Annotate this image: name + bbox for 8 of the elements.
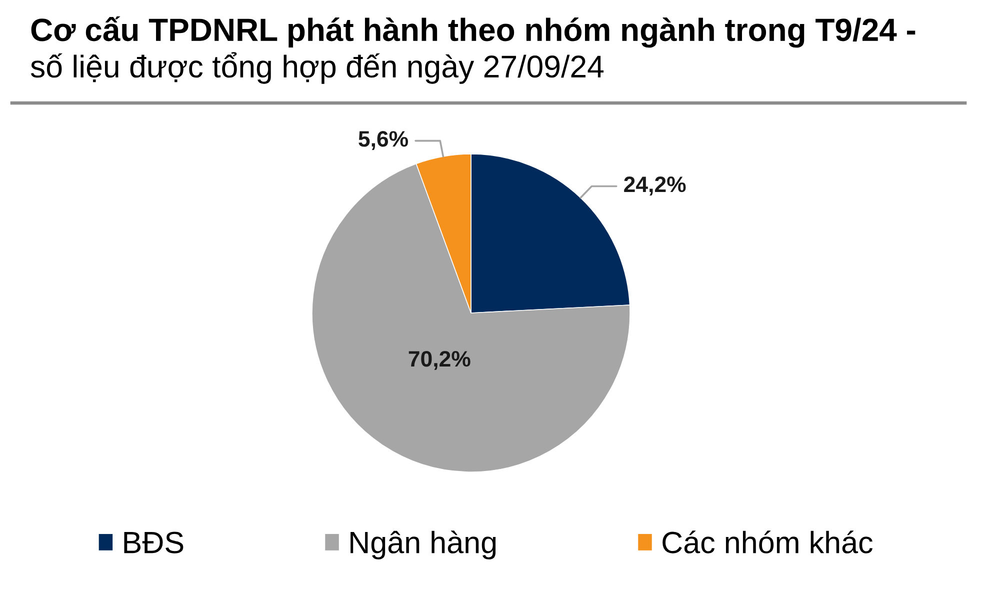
chart-subtitle: số liệu được tổng hợp đến ngày 27/09/24 xyxy=(30,52,604,84)
legend-label: BĐS xyxy=(124,532,184,554)
legend-label: Ngân hàng xyxy=(350,530,496,560)
data-label: 24,2% xyxy=(624,176,686,196)
data-label: 5,6% xyxy=(358,131,408,150)
chart-title: Cơ cấu TPDNRL phát hành theo nhóm ngành trong T9/24 - xyxy=(31,16,916,48)
legend-label: Các nhóm khác xyxy=(662,530,873,554)
data-label: 70,2% xyxy=(408,350,470,370)
